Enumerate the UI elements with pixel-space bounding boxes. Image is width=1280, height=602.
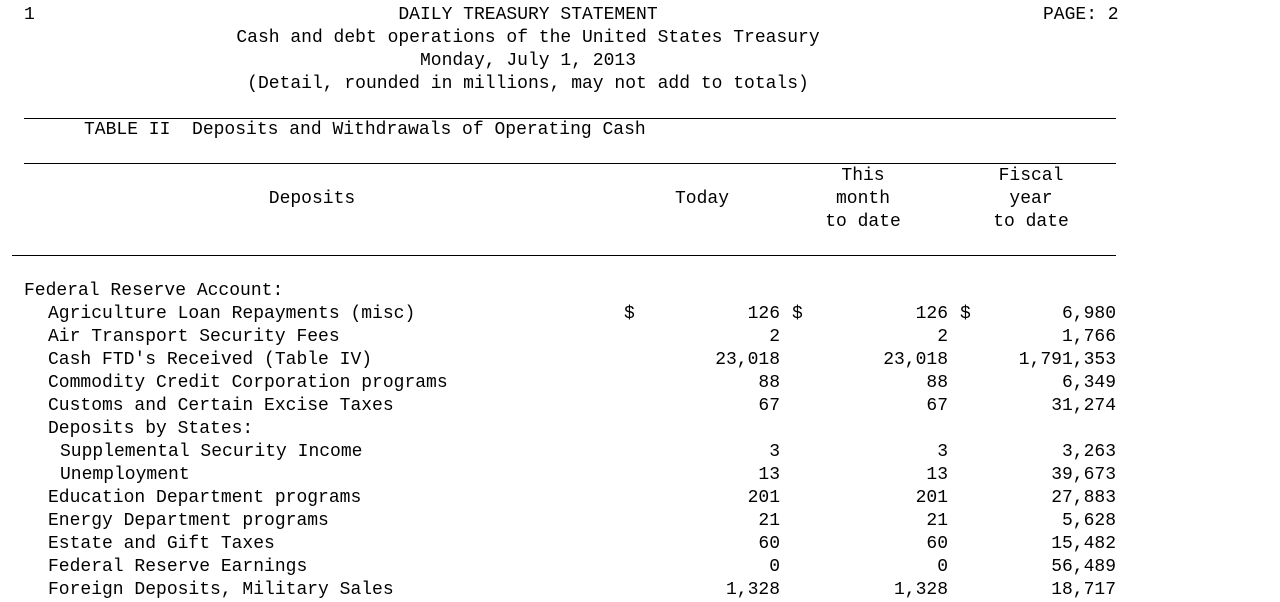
table-title-rule xyxy=(24,163,1116,164)
row-label: Agriculture Loan Repayments (misc) xyxy=(48,304,416,324)
cell-month-to-date xyxy=(808,418,948,441)
cell-month-to-date: 88 xyxy=(926,373,948,393)
table-row: Cash FTD's Received (Table IV) 23,018 23,0… xyxy=(0,349,1280,372)
cell-fiscal-year-to-date: 31,274 xyxy=(1051,396,1116,416)
cell-fiscal-year-to-date: 3,263 xyxy=(1061,442,1116,462)
cell-fiscal-year-to-date: 5,628 xyxy=(1061,511,1116,531)
statement-subtitle: Cash and debt operations of the United S… xyxy=(236,28,820,48)
row-label: Education Department programs xyxy=(48,488,362,508)
cell-today: 201 xyxy=(747,488,780,508)
cell-month-to-date: 60 xyxy=(926,534,948,554)
cell-month-to-date: 2 xyxy=(937,327,948,347)
cell-month-to-date: 13 xyxy=(926,465,948,485)
cell-today: 23,018 xyxy=(715,350,780,370)
column-header-month-line: month xyxy=(835,189,890,209)
column-header-today: Today xyxy=(674,189,729,209)
currency-symbol: $ xyxy=(960,304,971,324)
row-label: Cash FTD's Received (Table IV) xyxy=(48,350,373,370)
table-row: Commodity Credit Corporation programs 88 8… xyxy=(0,372,1280,395)
cell-fiscal-year-to-date: 6,349 xyxy=(1061,373,1116,393)
row-label: Unemployment xyxy=(60,465,190,485)
cell-fiscal-year-to-date: 1,791,353 xyxy=(1018,350,1116,370)
table-row: Unemployment 13 13 39,673 xyxy=(0,464,1280,487)
cell-fiscal-year-to-date: 56,489 xyxy=(1051,557,1116,577)
row-label: Air Transport Security Fees xyxy=(48,327,340,347)
table-row: Deposits by States: xyxy=(0,418,1280,441)
cell-month-to-date: 23,018 xyxy=(883,350,948,370)
cell-today: 126 xyxy=(747,304,780,324)
column-header-month-line: This xyxy=(841,166,885,186)
header-rule xyxy=(24,118,1116,119)
column-header-month-line: to date xyxy=(825,212,901,232)
column-header-rule xyxy=(12,255,1116,256)
row-label: Energy Department programs xyxy=(48,511,329,531)
table-row: Customs and Certain Excise Taxes 67 67 31,2… xyxy=(0,395,1280,418)
cell-fiscal-year-to-date: 6,980 xyxy=(1061,304,1116,324)
cell-fiscal-year-to-date: 18,717 xyxy=(1051,580,1116,600)
cell-month-to-date: 1,328 xyxy=(893,580,948,600)
cell-today: 0 xyxy=(769,557,780,577)
row-label: Commodity Credit Corporation programs xyxy=(48,373,448,393)
cell-today xyxy=(640,418,780,441)
cell-fiscal-year-to-date: 39,673 xyxy=(1051,465,1116,485)
column-header-fiscal-line: Fiscal xyxy=(998,166,1064,186)
row-label: Deposits by States: xyxy=(48,419,254,439)
cell-fiscal-year-to-date: 15,482 xyxy=(1051,534,1116,554)
cell-month-to-date: 201 xyxy=(915,488,948,508)
column-header-fiscal-line: year xyxy=(1009,189,1053,209)
cell-fiscal-year-to-date: 27,883 xyxy=(1051,488,1116,508)
currency-symbol: $ xyxy=(624,304,635,324)
cell-today: 21 xyxy=(758,511,780,531)
page-marker: 1 xyxy=(24,5,35,25)
table-row: Air Transport Security Fees 2 2 1,766 xyxy=(0,326,1280,349)
table-row: Foreign Deposits, Military Sales 1,328 1,3… xyxy=(0,579,1280,602)
statement-date: Monday, July 1, 2013 xyxy=(419,51,637,71)
cell-today: 67 xyxy=(758,396,780,416)
cell-fiscal-year-to-date: 1,766 xyxy=(1061,327,1116,347)
cell-today: 1,328 xyxy=(725,580,780,600)
cell-month-to-date: 126 xyxy=(915,304,948,324)
section-heading: Federal Reserve Account: xyxy=(24,281,284,301)
cell-today: 60 xyxy=(758,534,780,554)
currency-symbol: $ xyxy=(792,304,803,324)
statement-title: DAILY TREASURY STATEMENT xyxy=(398,5,658,25)
cell-month-to-date: 67 xyxy=(926,396,948,416)
table-row: Energy Department programs 21 21 5,628 xyxy=(0,510,1280,533)
column-header-fiscal-line: to date xyxy=(993,212,1069,232)
table-row: Education Department programs 201 201 27,88… xyxy=(0,487,1280,510)
statement-note: (Detail, rounded in millions, may not ad… xyxy=(247,74,809,94)
row-label: Foreign Deposits, Military Sales xyxy=(48,580,394,600)
table-title: TABLE II Deposits and Withdrawals of Ope… xyxy=(84,120,646,140)
cell-fiscal-year-to-date xyxy=(976,418,1116,441)
cell-month-to-date: 3 xyxy=(937,442,948,462)
table-row: Federal Reserve Earnings 0 0 56,489 xyxy=(0,556,1280,579)
table-row: Estate and Gift Taxes 60 60 15,482 xyxy=(0,533,1280,556)
table-row: Supplemental Security Income 3 3 3,263 xyxy=(0,441,1280,464)
row-label: Supplemental Security Income xyxy=(60,442,363,462)
column-header-deposits: Deposits xyxy=(268,189,356,209)
cell-month-to-date: 0 xyxy=(937,557,948,577)
cell-today: 2 xyxy=(769,327,780,347)
page-number: PAGE: 2 xyxy=(1043,5,1119,25)
cell-today: 3 xyxy=(769,442,780,462)
cell-month-to-date: 21 xyxy=(926,511,948,531)
table-row: Agriculture Loan Repayments (misc) $ $ $126… xyxy=(0,303,1280,326)
row-label: Federal Reserve Earnings xyxy=(48,557,308,577)
row-label: Estate and Gift Taxes xyxy=(48,534,275,554)
cell-today: 13 xyxy=(758,465,780,485)
row-label: Customs and Certain Excise Taxes xyxy=(48,396,394,416)
cell-today: 88 xyxy=(758,373,780,393)
